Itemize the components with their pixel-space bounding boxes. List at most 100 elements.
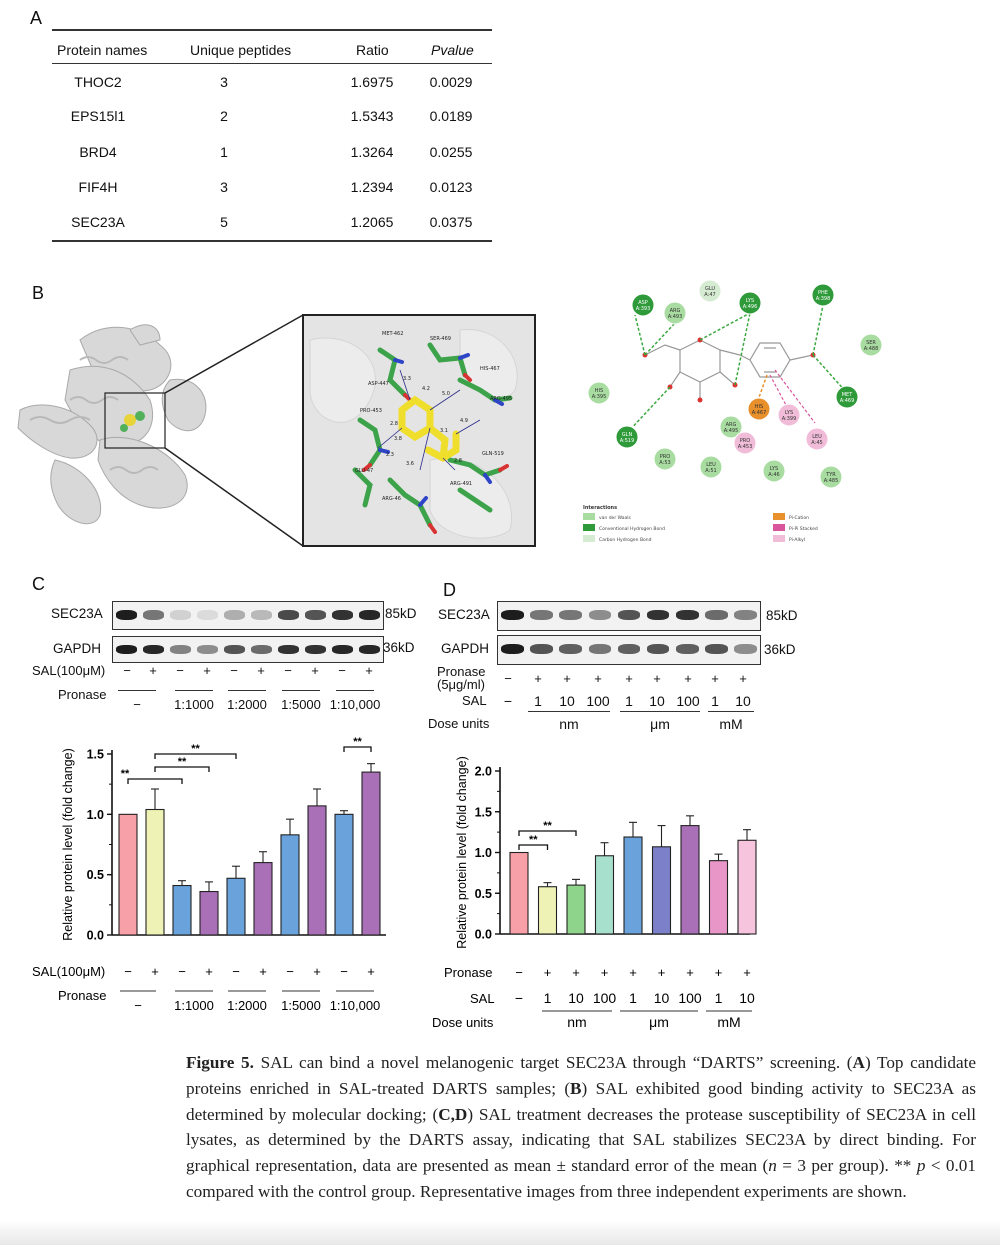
significance-bracket — [518, 844, 549, 850]
chart-d: Relative protein level (fold change) 0.0 0… — [432, 756, 757, 1030]
svg-text:A:51: A:51 — [705, 468, 716, 474]
sal-sign: + — [203, 663, 211, 678]
svg-text:ASP: ASP — [638, 300, 648, 306]
svg-text:A:398: A:398 — [816, 296, 831, 302]
svg-text:A:495: A:495 — [724, 428, 739, 434]
legend-item: Pi-Pi Stacked — [773, 524, 818, 532]
x-pronase-sign: + — [629, 965, 637, 980]
blot-band — [277, 610, 300, 620]
svg-text:A:45: A:45 — [811, 440, 822, 446]
distance-label: 4.2 — [422, 386, 430, 392]
x-pronase-sign: + — [658, 965, 666, 980]
table-cell: 1 — [220, 144, 228, 160]
x-pronase-sign: + — [601, 965, 609, 980]
pronase-sign: + — [534, 671, 542, 686]
blot-band — [617, 610, 641, 621]
blot-c-sal-label: SAL(100μM) — [32, 663, 106, 678]
pronase-sign: + — [739, 671, 747, 686]
pronase-group: 1:1000 — [174, 697, 214, 712]
x-label-sal: SAL(100μM) — [32, 964, 105, 979]
x-label-dose: Dose units — [432, 1015, 494, 1030]
bar — [708, 860, 729, 935]
bar — [361, 771, 381, 936]
x-pronase-sign: + — [715, 965, 723, 980]
table-header-pvalue: Pvalue — [431, 42, 474, 58]
bar — [566, 884, 586, 935]
significance-label: ** — [543, 820, 552, 832]
distance-label: 2.3 — [386, 452, 394, 458]
sal-value: 10 — [735, 693, 751, 709]
sal-sign: − — [284, 663, 292, 678]
x-dose-unit: mM — [717, 1014, 740, 1030]
x-pronase-group: 1:10,000 — [330, 998, 381, 1013]
docking-structure: MET-462 SER-469 HIS-467 ARG-495 ASP-447 … — [17, 314, 536, 547]
residue-label: HIS-467 — [480, 366, 500, 372]
residue-label: ASP-447 — [368, 381, 389, 387]
blot-band — [115, 644, 138, 654]
sal-sign: + — [257, 663, 265, 678]
bar — [253, 862, 273, 936]
svg-text:A:46: A:46 — [768, 472, 779, 478]
svg-text:SER: SER — [866, 340, 876, 346]
blot-d-dose-label: Dose units — [428, 716, 490, 731]
significance-label: ** — [529, 834, 538, 846]
svg-text:Pi-Alkyl: Pi-Alkyl — [789, 537, 805, 543]
table-cell: 1.3264 — [350, 144, 394, 160]
sal-sign: − — [338, 663, 346, 678]
panel-label-c: C — [32, 574, 45, 594]
blot-d-row1-kd: 85kD — [766, 608, 798, 623]
table-cell: 3 — [220, 74, 228, 90]
x-sal-value: 100 — [593, 990, 617, 1006]
significance-bracket — [154, 766, 210, 772]
blot-band — [196, 610, 219, 620]
blot-band — [142, 644, 165, 654]
table-cell: 1.2065 — [350, 214, 394, 230]
significance-bracket — [154, 753, 237, 759]
blot-band — [704, 610, 728, 621]
sal-value: − — [503, 693, 513, 709]
panel-label-b: B — [32, 283, 45, 303]
svg-text:A:47: A:47 — [704, 292, 715, 298]
svg-text:A:488: A:488 — [864, 346, 879, 352]
svg-text:A:485: A:485 — [824, 478, 839, 484]
blot-d-row1-label: SEC23A — [438, 607, 490, 622]
bar — [680, 825, 700, 935]
svg-text:Conventional Hydrogen Bond: Conventional Hydrogen Bond — [599, 526, 665, 532]
svg-text:GLN: GLN — [622, 432, 633, 438]
panel-label-d: D — [443, 580, 456, 600]
blot-band — [169, 610, 192, 620]
svg-text:A:469: A:469 — [840, 398, 855, 404]
residue-label: GLU-47 — [355, 468, 373, 474]
x-sal-sign: − — [178, 964, 186, 979]
dose-unit: mM — [719, 716, 743, 732]
table-cell: 0.0123 — [429, 179, 473, 195]
significance-label: ** — [121, 768, 130, 780]
distance-label: 3.1 — [440, 428, 448, 434]
x-pronase-sign: + — [686, 965, 694, 980]
y-tick-label: 1.0 — [87, 808, 104, 822]
blot-d-sal-label: SAL — [462, 693, 487, 708]
bar — [307, 805, 327, 936]
blot-d-pronase-label: Pronase — [437, 664, 486, 679]
dose-unit: nm — [559, 716, 579, 732]
group-rule — [118, 690, 156, 691]
x-sal-sign: + — [259, 964, 267, 979]
svg-text:Pi-Cation: Pi-Cation — [789, 515, 809, 521]
legend-item: Carbon Hydrogen Bond — [583, 535, 652, 543]
dose-unit: μm — [650, 716, 670, 732]
blot-d-pronase-sub: (5μg/ml) — [437, 677, 485, 692]
residue-label: GLN-519 — [482, 451, 504, 457]
blot-band — [530, 644, 554, 655]
sal-value: 100 — [676, 693, 700, 709]
svg-text:LEU: LEU — [812, 434, 822, 440]
bar — [199, 891, 219, 936]
caption-italic: n — [768, 1156, 777, 1176]
caption-ref: C,D — [438, 1104, 468, 1124]
svg-text:A:453: A:453 — [738, 444, 753, 450]
blot-c-sec23a — [112, 601, 384, 630]
pronase-sign: + — [594, 671, 602, 686]
